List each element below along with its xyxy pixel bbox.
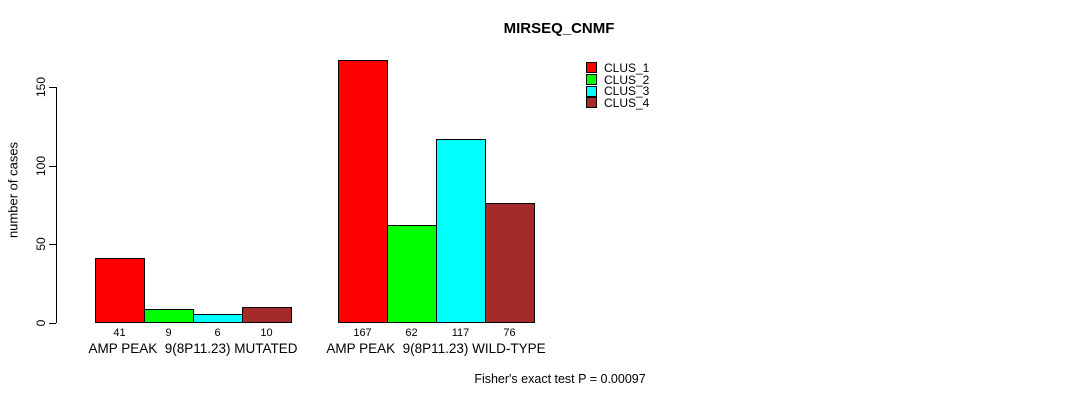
legend-label: CLUS_2 [604,72,650,87]
bar-value-label: 10 [260,327,273,339]
bar-value-label: 167 [353,327,372,339]
bar-value-label: 9 [165,327,172,339]
legend-swatch-clus_3 [586,85,597,97]
y-axis-line [56,87,57,323]
group-label: AMP PEAK 9(8P11.23) WILD-TYPE [326,341,546,356]
y-axis-label: number of cases [5,141,21,239]
bar-clus_2-group1 [144,309,194,323]
y-tick-label: 50 [34,237,48,252]
chart-title: MIRSEQ_CNMF [503,20,615,37]
bar-value-label: 76 [503,327,516,339]
legend-item-clus_3: CLUS_3 [586,84,650,99]
bar-clus_2-group2 [387,225,437,323]
y-tick-mark [49,87,56,88]
legend-label: CLUS_3 [604,84,650,99]
y-tick-label: 0 [34,319,48,327]
legend-swatch-clus_2 [586,74,597,86]
legend-swatch-clus_4 [586,97,597,109]
group-label: AMP PEAK 9(8P11.23) MUTATED [88,341,298,356]
legend-item-clus_4: CLUS_4 [586,95,650,110]
legend-item-clus_1: CLUS_1 [586,60,650,75]
bar-value-label: 6 [214,327,221,339]
bar-clus_1-group1 [95,258,145,323]
y-tick-mark [49,165,56,167]
bar-clus_3-group1 [193,314,243,323]
y-tick-mark [49,323,56,324]
y-tick-label: 150 [34,76,48,98]
legend: CLUS_1 CLUS_2 CLUS_3 CLUS_4 [586,60,650,110]
legend-swatch-clus_1 [586,62,597,74]
legend-label: CLUS_1 [604,60,650,75]
bar-value-label: 62 [405,327,418,339]
bar-value-label: 117 [451,327,470,339]
legend-item-clus_2: CLUS_2 [586,72,650,87]
bar-clus_4-group2 [485,203,535,323]
bar-value-label: 41 [113,327,126,339]
annotation-text: Fisher's exact test P = 0.00097 [474,372,646,386]
legend-label: CLUS_4 [604,95,650,110]
bar-clus_4-group1 [242,307,292,323]
y-tick-label: 100 [34,155,48,176]
bar-clus_3-group2 [436,139,486,323]
y-tick-mark [49,244,56,246]
bar-clus_1-group2 [338,60,388,323]
